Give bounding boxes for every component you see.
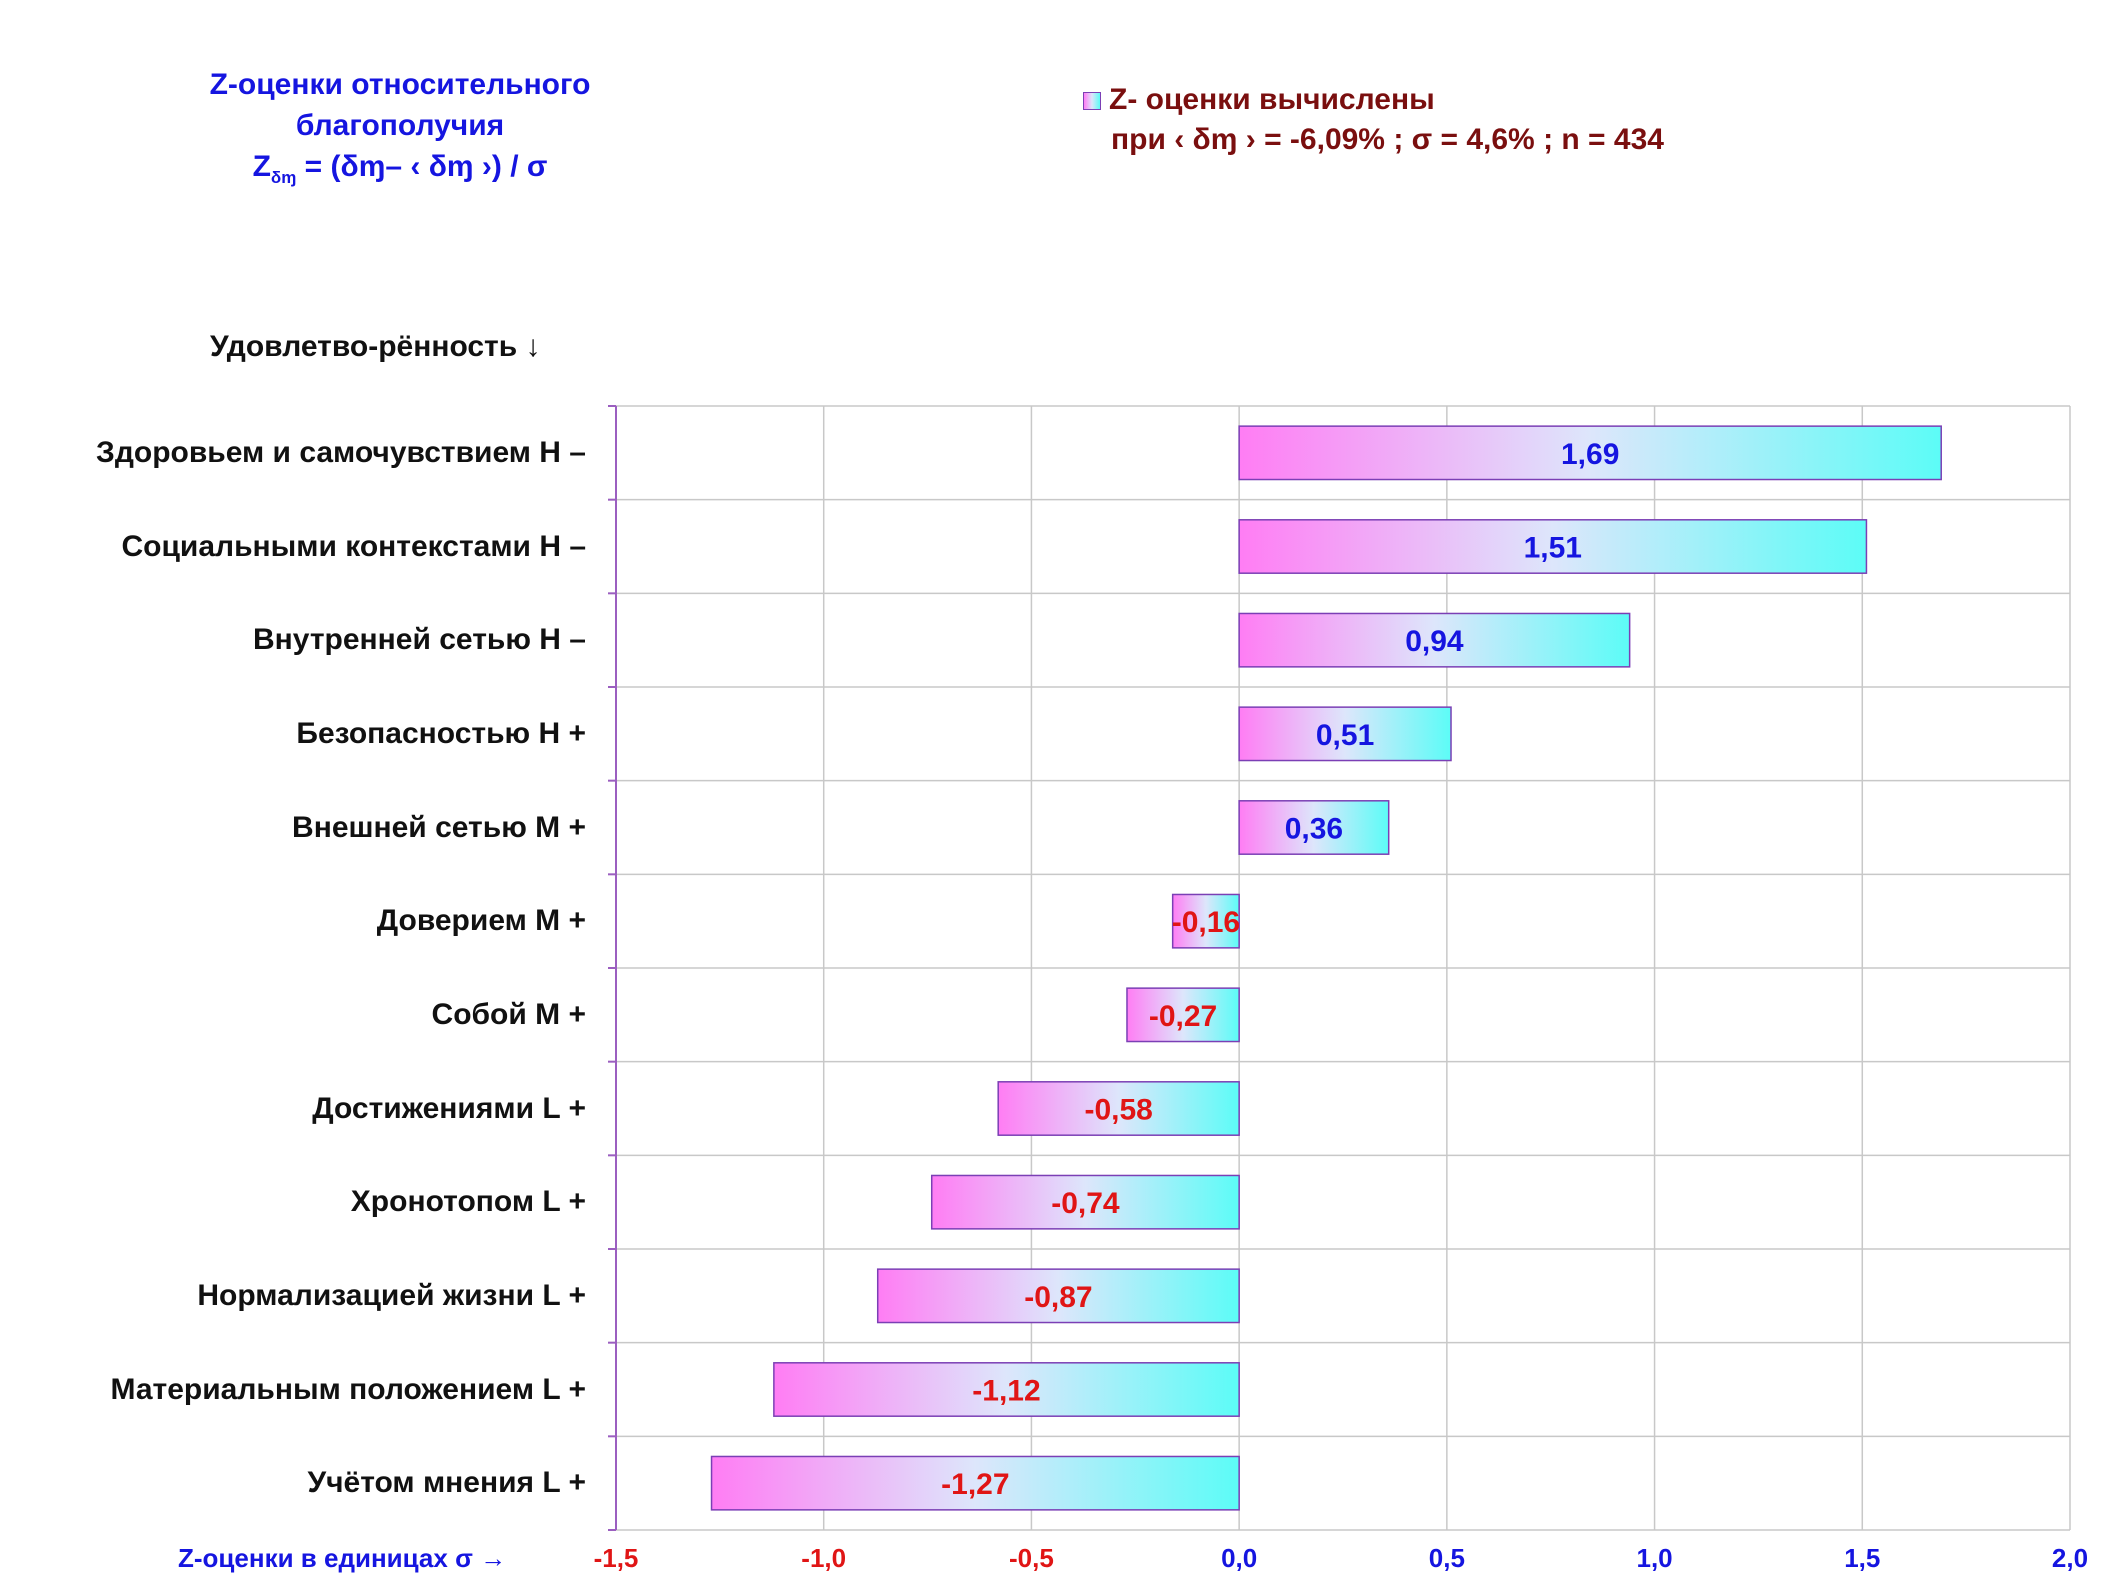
- bar-value-label: -0,27: [1149, 1000, 1217, 1033]
- bar: [1238, 425, 1942, 481]
- bar: [1171, 893, 1240, 949]
- formula-rest: = (δɱ– ‹ δɱ ›) / σ: [296, 150, 548, 183]
- bar-value-label: 0,51: [1316, 719, 1374, 752]
- bar: [876, 1268, 1240, 1324]
- bar: [1238, 519, 1868, 574]
- bar-value-label: -1,27: [941, 1468, 1009, 1501]
- category-label: Материальным положением L +: [110, 1372, 586, 1406]
- bar: [710, 1455, 1240, 1511]
- category-label: Социальными контекстами H –: [121, 529, 586, 563]
- legend-line-2: при ‹ δɱ › = -6,09% ; σ = 4,6% ; n = 434: [1111, 123, 1664, 156]
- bar-value-label: -0,87: [1024, 1281, 1092, 1314]
- bar: [997, 1081, 1240, 1136]
- bar: [930, 1174, 1240, 1230]
- title-formula: Zδɱ = (δɱ– ‹ δɱ ›) / σ: [110, 146, 690, 198]
- x-tick-label: -1,0: [801, 1543, 847, 1573]
- category-label: Нормализацией жизни L +: [197, 1278, 586, 1312]
- category-label: Учётом мнения L +: [307, 1466, 586, 1500]
- x-tick-label: -0,5: [1009, 1543, 1054, 1573]
- x-axis-title: Z-оценки в единицах σ →: [178, 1543, 507, 1573]
- bar-value-label: -0,16: [1172, 906, 1240, 939]
- bar-value-label: -1,12: [972, 1375, 1040, 1408]
- bar-value-label: -0,58: [1084, 1094, 1152, 1127]
- category-label: Здоровьем и самочувствием H –: [96, 435, 586, 469]
- bar: [1238, 800, 1390, 855]
- x-tick-label: 2,0: [2051, 1543, 2089, 1573]
- bar-value-label: 0,94: [1405, 625, 1464, 658]
- grid: [608, 405, 2071, 1531]
- x-tick-label: 1,5: [1844, 1543, 1881, 1573]
- x-tick-label: -1,5: [593, 1543, 639, 1573]
- legend: Z- оценки вычислены при ‹ δɱ › = -6,09% …: [1083, 80, 1664, 160]
- bar-value-label: 1,51: [1524, 532, 1582, 565]
- bar: [1238, 706, 1452, 762]
- legend-line-1: Z- оценки вычислены: [1109, 83, 1435, 116]
- x-tick-label: 1,0: [1636, 1543, 1673, 1573]
- category-label: Внутренней сетью H –: [253, 623, 586, 657]
- formula-z: Z: [252, 150, 271, 183]
- bar-value-label: 1,69: [1561, 438, 1619, 471]
- category-label: Внешней сетью M +: [292, 810, 586, 844]
- title-line-1: Z-оценки относительного: [209, 68, 591, 101]
- category-label: Доверием M +: [376, 904, 586, 938]
- category-label: Безопасностью H +: [296, 716, 586, 750]
- bar-value-label: -0,74: [1051, 1187, 1120, 1220]
- y-axis-title: Удовлетво-рённость ↓: [210, 330, 541, 363]
- category-label: Достижениями L +: [312, 1091, 586, 1125]
- formula-subscript: δɱ: [270, 168, 297, 187]
- category-label: Собой M +: [431, 997, 586, 1031]
- title-line-2: благополучия: [295, 109, 505, 142]
- category-label: Хронотопом L +: [350, 1185, 586, 1219]
- bar: [773, 1362, 1240, 1417]
- bar: [1126, 987, 1240, 1043]
- bar-value-label: 0,36: [1285, 813, 1343, 846]
- bars: 1,69 1,51 0,94 0,51 0,36 -0,16 -0,27 -0,58 -0,74…: [710, 425, 1942, 1511]
- x-tick-label: 0,0: [1221, 1543, 1258, 1573]
- chart-title: Z-оценки относительного благополучия Zδɱ…: [110, 64, 690, 198]
- bar: [1238, 612, 1631, 668]
- legend-swatch: [1083, 92, 1101, 111]
- x-tick-label: 0,5: [1428, 1543, 1465, 1573]
